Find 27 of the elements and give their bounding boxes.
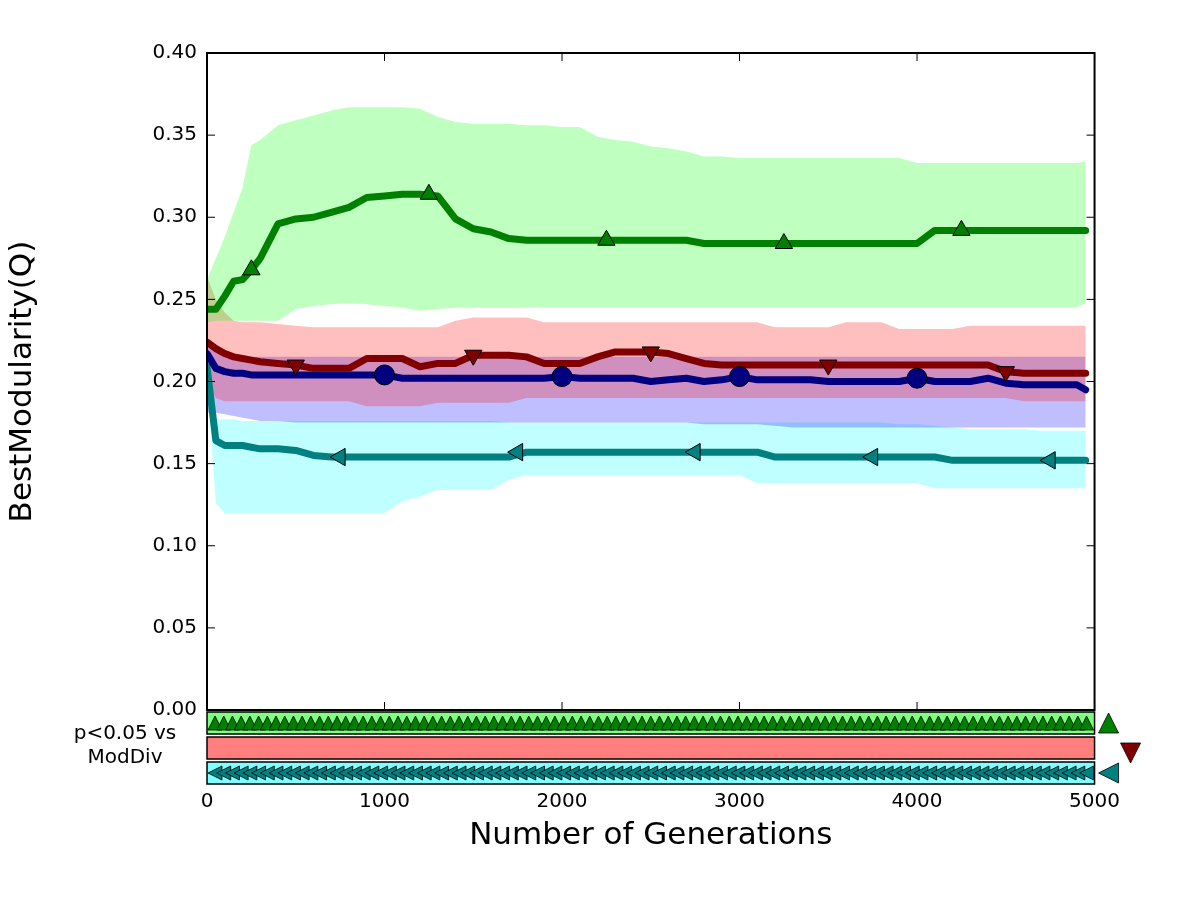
x-tick-label: 1000 (359, 788, 410, 813)
x-axis-title: Number of Generations (469, 815, 833, 852)
point (242, 259, 261, 276)
y-tick-label: 0.30 (152, 203, 197, 228)
y-tick-label: 0.00 (152, 696, 197, 721)
point (729, 366, 751, 388)
x-tick-label: 3000 (714, 788, 765, 813)
y-tick-label: 0.40 (152, 39, 197, 64)
point (374, 364, 396, 386)
point (952, 219, 971, 236)
y-tick-label: 0.05 (152, 614, 197, 639)
x-tick-label: 0 (200, 788, 214, 813)
text: p<0.05 vs ModDiv (72, 720, 178, 768)
y-tick-label: 0.35 (152, 121, 197, 146)
point (774, 233, 794, 250)
y-axis-title: BestModularity(Q) (1, 240, 38, 523)
x-tick-label: 4000 (891, 788, 943, 813)
point (906, 367, 928, 389)
point (551, 366, 573, 388)
y-tick-label: 0.20 (152, 367, 197, 392)
x-tick-label: 2000 (536, 788, 588, 813)
point (597, 229, 616, 246)
point (419, 183, 439, 200)
x-tick-label: 5000 (1069, 788, 1120, 813)
y-tick-label: 0.15 (152, 449, 197, 474)
y-tick-label: 0.25 (152, 285, 197, 310)
y-tick-label: 0.10 (152, 531, 197, 556)
